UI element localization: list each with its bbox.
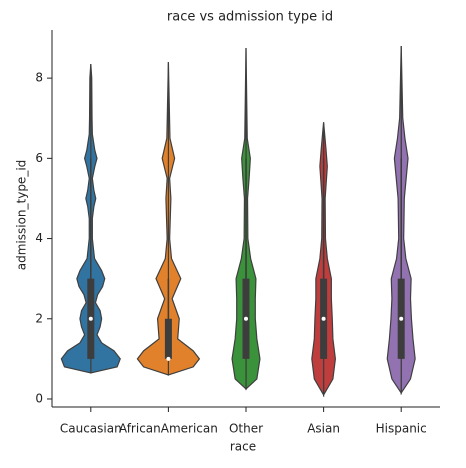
median [321, 316, 326, 321]
box [164, 318, 172, 359]
x-tick-label: Asian [307, 422, 340, 436]
median [88, 316, 93, 321]
y-tick-label: 6 [35, 151, 43, 165]
chart-title: race vs admission type id [167, 10, 333, 25]
violin-half [167, 62, 201, 376]
median [244, 316, 248, 321]
violin-half [136, 62, 169, 376]
y-tick-label: 8 [35, 71, 43, 85]
y-tick-label: 4 [35, 231, 43, 245]
x-tick-label: Caucasian [60, 422, 122, 436]
median [166, 356, 171, 361]
x-axis-label: race [230, 440, 256, 454]
violin-half [90, 64, 121, 374]
y-axis-label: admission_type_id [15, 160, 29, 271]
median [399, 316, 404, 321]
x-tick-label: AfricanAmerican [119, 422, 218, 436]
x-tick-label: Hispanic [376, 422, 427, 436]
violin-half [60, 64, 92, 374]
y-tick-label: 0 [35, 391, 43, 405]
y-tick-label: 2 [35, 311, 43, 325]
x-tick-label: Other [229, 422, 263, 436]
